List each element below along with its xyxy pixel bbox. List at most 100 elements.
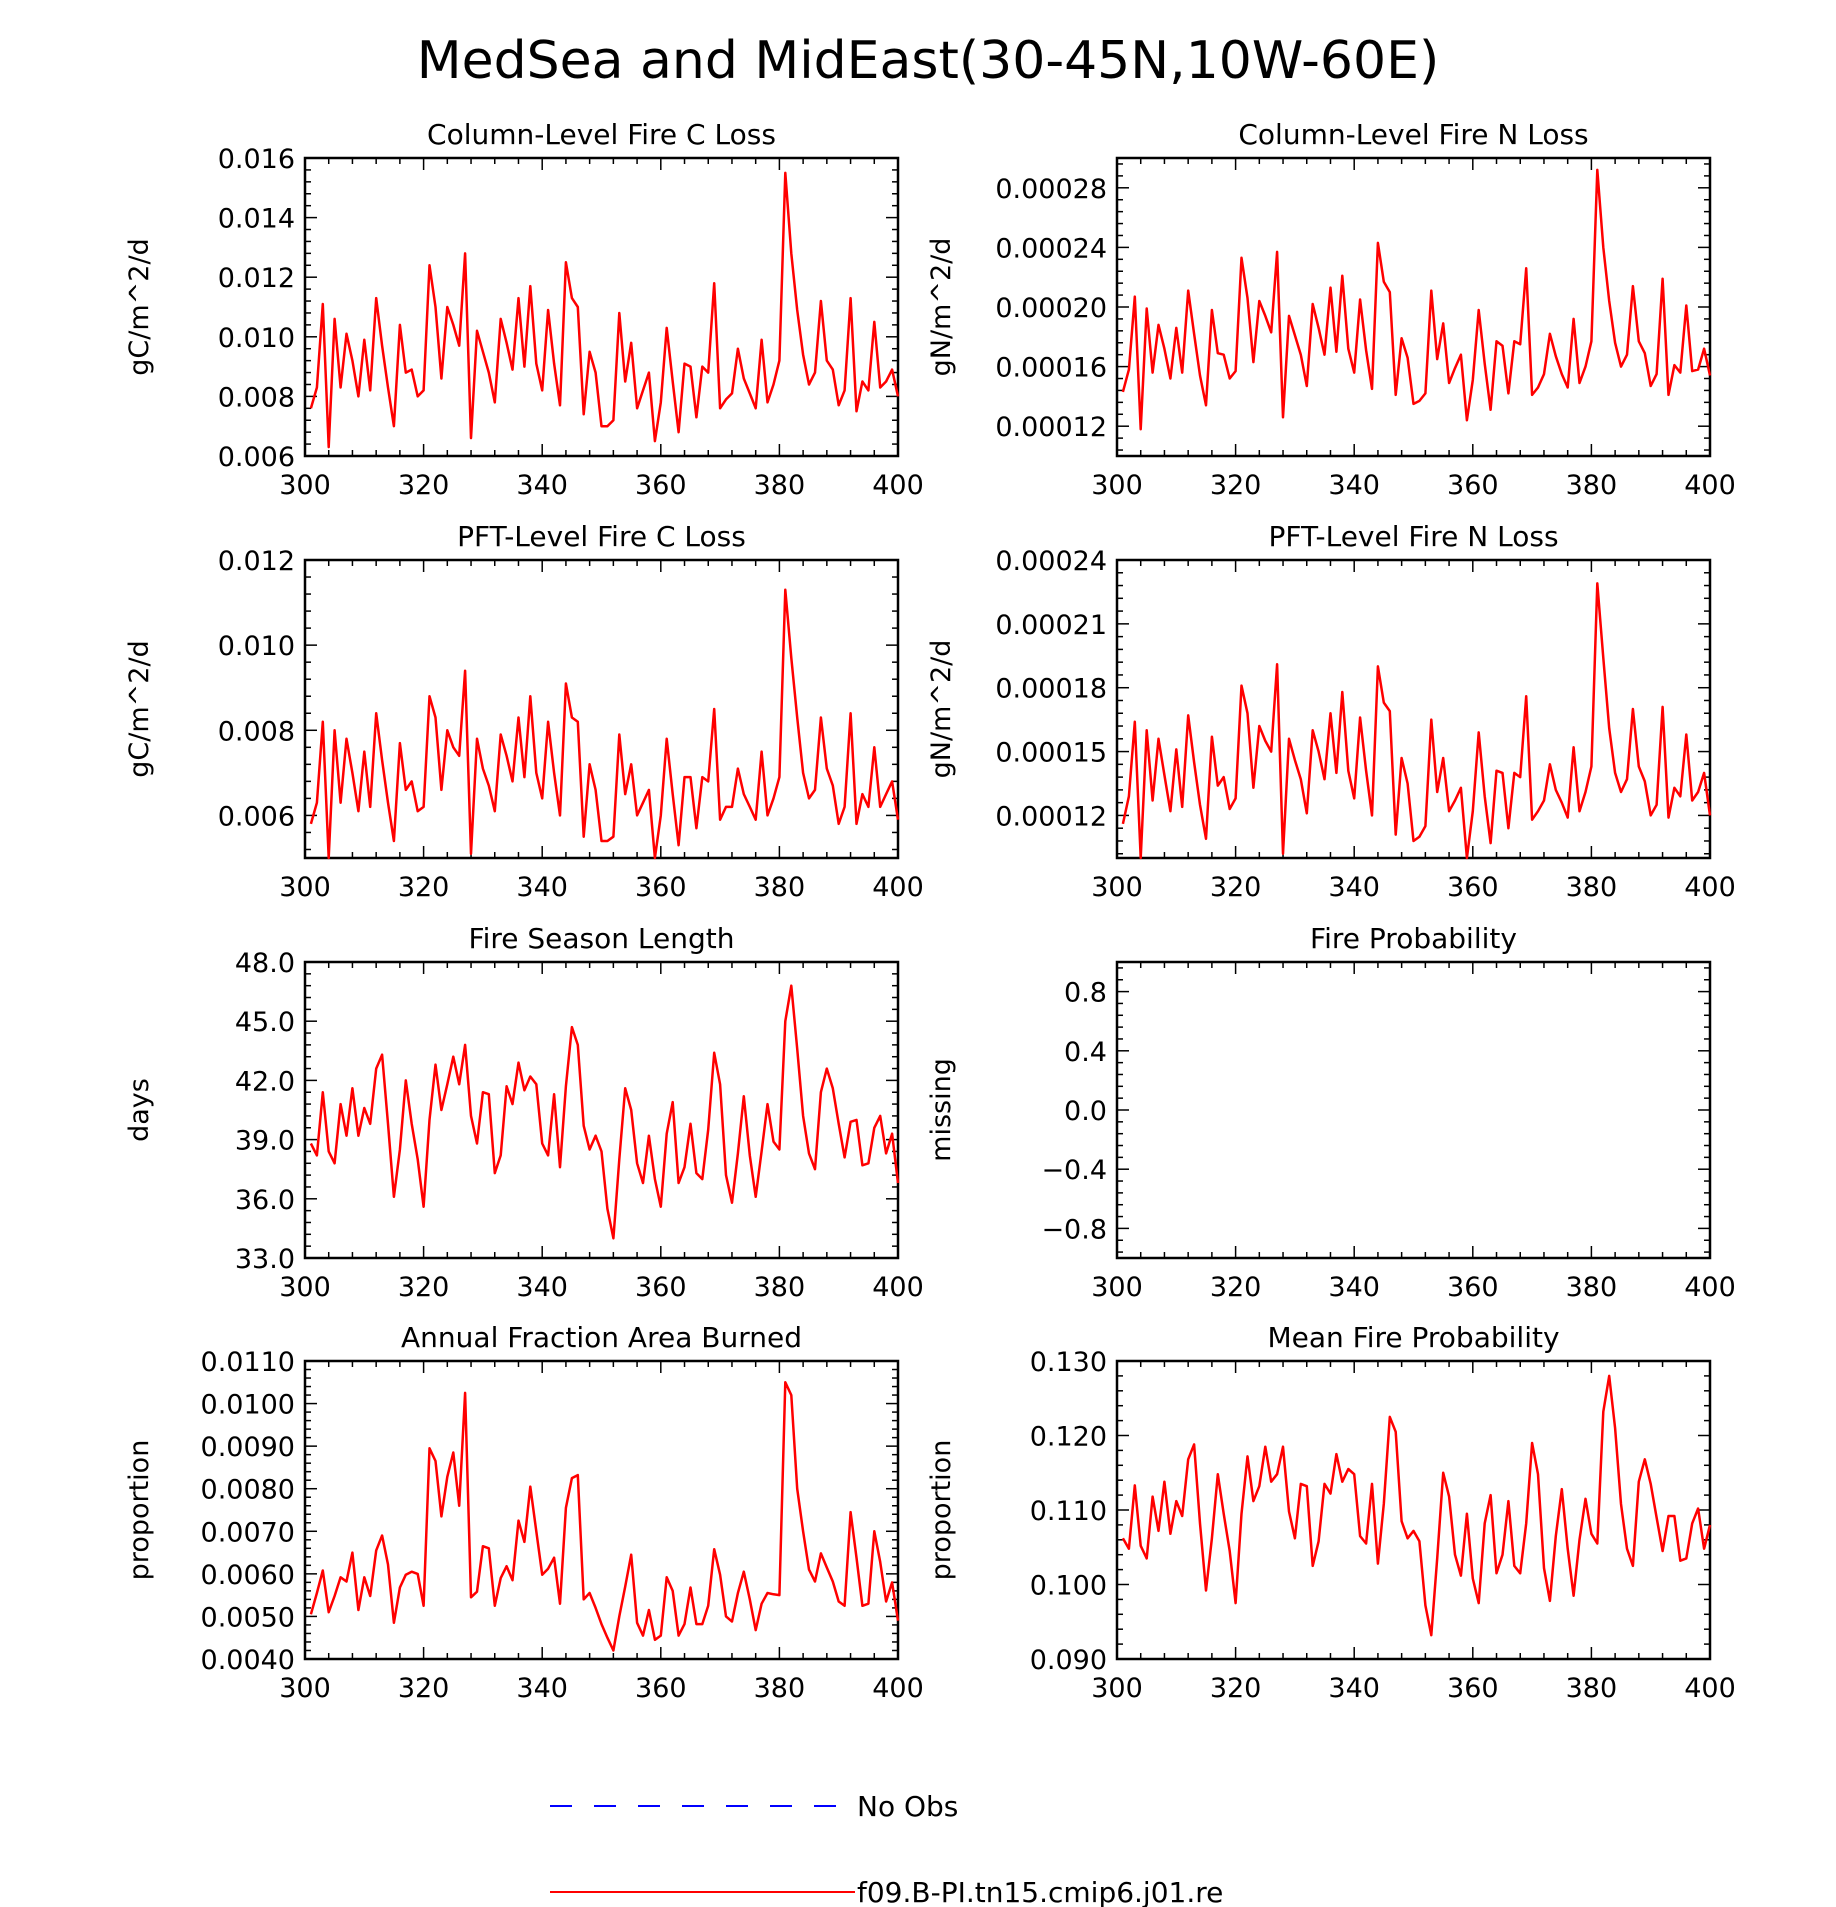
x-tick-label: 340 xyxy=(516,872,568,903)
y-tick-label: 0.00028 xyxy=(995,174,1107,205)
x-tick-label: 320 xyxy=(1210,470,1262,501)
x-tick-label: 320 xyxy=(1210,1272,1262,1303)
x-tick-label: 360 xyxy=(635,1272,687,1303)
x-tick-label: 300 xyxy=(1091,872,1143,903)
y-tick-label: 0.00021 xyxy=(995,610,1107,641)
y-tick-label: −0.4 xyxy=(1041,1155,1107,1186)
plot-frame xyxy=(1115,960,1712,1260)
y-tick-label: 0.0080 xyxy=(201,1475,295,1506)
series-line xyxy=(309,984,900,1240)
y-tick-label: 0.00018 xyxy=(995,674,1107,705)
y-tick-label: 0.110 xyxy=(1030,1496,1107,1527)
panel-8: 300 320 340 360 380 400 0.090 0.100 0.110 0.120 0.… xyxy=(926,1321,1736,1704)
x-tick-label: 380 xyxy=(1566,872,1618,903)
y-tick-label: 0.0060 xyxy=(201,1560,295,1591)
legend-label-no-obs: No Obs xyxy=(857,1790,958,1823)
panels: 300 320 340 360 380 400 0.006 0.008 0.010 0.012 0.… xyxy=(124,118,1736,1704)
legend-label-model: f09.B-PI.tn15.cmip6.j01.re xyxy=(857,1876,1223,1907)
x-tick-label: 400 xyxy=(872,1673,924,1704)
y-tick-label: 0.120 xyxy=(1030,1422,1107,1453)
y-tick-label: 0.00012 xyxy=(995,801,1107,832)
y-axis-label: gN/m^2/d xyxy=(926,238,957,377)
x-tick-label: 320 xyxy=(1210,1673,1262,1704)
y-tick-label: 33.0 xyxy=(235,1244,295,1275)
x-tick-label: 400 xyxy=(872,470,924,501)
x-tick-label: 400 xyxy=(1684,1673,1736,1704)
y-axis-label: proportion xyxy=(124,1440,155,1581)
series-line xyxy=(309,588,900,860)
x-tick-label: 380 xyxy=(754,872,806,903)
x-tick-label: 320 xyxy=(398,1272,450,1303)
panel-6: 300 320 340 360 380 400 −0.8 −0.4 0.0 0.4 0.8 Fire … xyxy=(926,922,1736,1303)
y-axis-label: proportion xyxy=(926,1440,957,1581)
x-tick-label: 300 xyxy=(1091,1673,1143,1704)
x-tick-label: 320 xyxy=(398,470,450,501)
y-tick-label: 48.0 xyxy=(235,948,295,979)
y-tick-label: 0.016 xyxy=(218,144,295,175)
x-tick-label: 400 xyxy=(1684,1272,1736,1303)
y-tick-label: 0.00024 xyxy=(995,546,1107,577)
y-tick-label: 0.100 xyxy=(1030,1571,1107,1602)
y-tick-label: 45.0 xyxy=(235,1007,295,1038)
x-tick-label: 360 xyxy=(1447,1272,1499,1303)
x-tick-label: 300 xyxy=(279,1272,331,1303)
x-tick-label: 340 xyxy=(516,1272,568,1303)
series-line xyxy=(1121,582,1712,860)
x-tick-label: 320 xyxy=(398,1673,450,1704)
x-tick-label: 360 xyxy=(635,1673,687,1704)
x-tick-label: 340 xyxy=(1328,470,1380,501)
x-tick-label: 320 xyxy=(1210,872,1262,903)
x-tick-label: 400 xyxy=(872,1272,924,1303)
y-tick-label: 0.0040 xyxy=(201,1645,295,1676)
x-tick-label: 360 xyxy=(635,470,687,501)
x-tick-label: 300 xyxy=(279,470,331,501)
x-tick-label: 380 xyxy=(1566,470,1618,501)
x-tick-label: 380 xyxy=(754,470,806,501)
x-tick-label: 360 xyxy=(1447,1673,1499,1704)
x-tick-label: 300 xyxy=(1091,1272,1143,1303)
legend: No Obs f09.B-PI.tn15.cmip6.j01.re xyxy=(550,1790,1223,1907)
y-tick-label: 0.8 xyxy=(1064,978,1107,1009)
x-tick-label: 380 xyxy=(1566,1673,1618,1704)
panel-title: Fire Probability xyxy=(1310,922,1517,955)
y-tick-label: 0.008 xyxy=(218,382,295,413)
x-tick-label: 380 xyxy=(754,1673,806,1704)
y-tick-label: 0.010 xyxy=(218,631,295,662)
y-tick-label: 0.00020 xyxy=(995,293,1107,324)
y-tick-label: 0.008 xyxy=(218,716,295,747)
y-tick-label: 0.014 xyxy=(218,204,295,235)
figure-title: MedSea and MidEast(30-45N,10W-60E) xyxy=(417,31,1440,91)
y-tick-label: 0.006 xyxy=(218,801,295,832)
y-axis-label: missing xyxy=(926,1058,957,1162)
y-tick-label: 0.012 xyxy=(218,263,295,294)
x-tick-label: 380 xyxy=(754,1272,806,1303)
x-tick-label: 340 xyxy=(1328,872,1380,903)
y-axis-label: days xyxy=(124,1078,155,1142)
panel-4: 300 320 340 360 380 400 0.00012 0.00015 0.00018 0… xyxy=(926,520,1736,903)
plot-frame xyxy=(303,960,900,1260)
x-tick-label: 380 xyxy=(1566,1272,1618,1303)
y-tick-label: 0.0090 xyxy=(201,1432,295,1463)
panel-title: Mean Fire Probability xyxy=(1267,1321,1559,1354)
y-tick-label: 0.090 xyxy=(1030,1645,1107,1676)
x-tick-label: 400 xyxy=(872,872,924,903)
x-tick-label: 360 xyxy=(1447,470,1499,501)
y-tick-label: 0.00016 xyxy=(995,353,1107,384)
y-tick-label: 42.0 xyxy=(235,1066,295,1097)
plot-frame xyxy=(303,1359,900,1661)
x-tick-label: 360 xyxy=(1447,872,1499,903)
x-tick-label: 360 xyxy=(635,872,687,903)
panel-7: 300 320 340 360 380 400 0.0040 0.0050 0.0060 0.00… xyxy=(124,1321,924,1704)
panel-3: 300 320 340 360 380 400 0.006 0.008 0.010 0.012 PF… xyxy=(124,520,924,903)
x-tick-label: 340 xyxy=(516,1673,568,1704)
y-tick-label: 0.00015 xyxy=(995,738,1107,769)
y-tick-label: 0.0 xyxy=(1064,1096,1107,1127)
x-tick-label: 300 xyxy=(279,1673,331,1704)
panel-title: Column-Level Fire N Loss xyxy=(1238,118,1588,151)
y-tick-label: 0.0050 xyxy=(201,1602,295,1633)
x-tick-label: 300 xyxy=(1091,470,1143,501)
x-tick-label: 340 xyxy=(516,470,568,501)
y-axis-label: gN/m^2/d xyxy=(926,640,957,779)
y-tick-label: 0.00024 xyxy=(995,233,1107,264)
